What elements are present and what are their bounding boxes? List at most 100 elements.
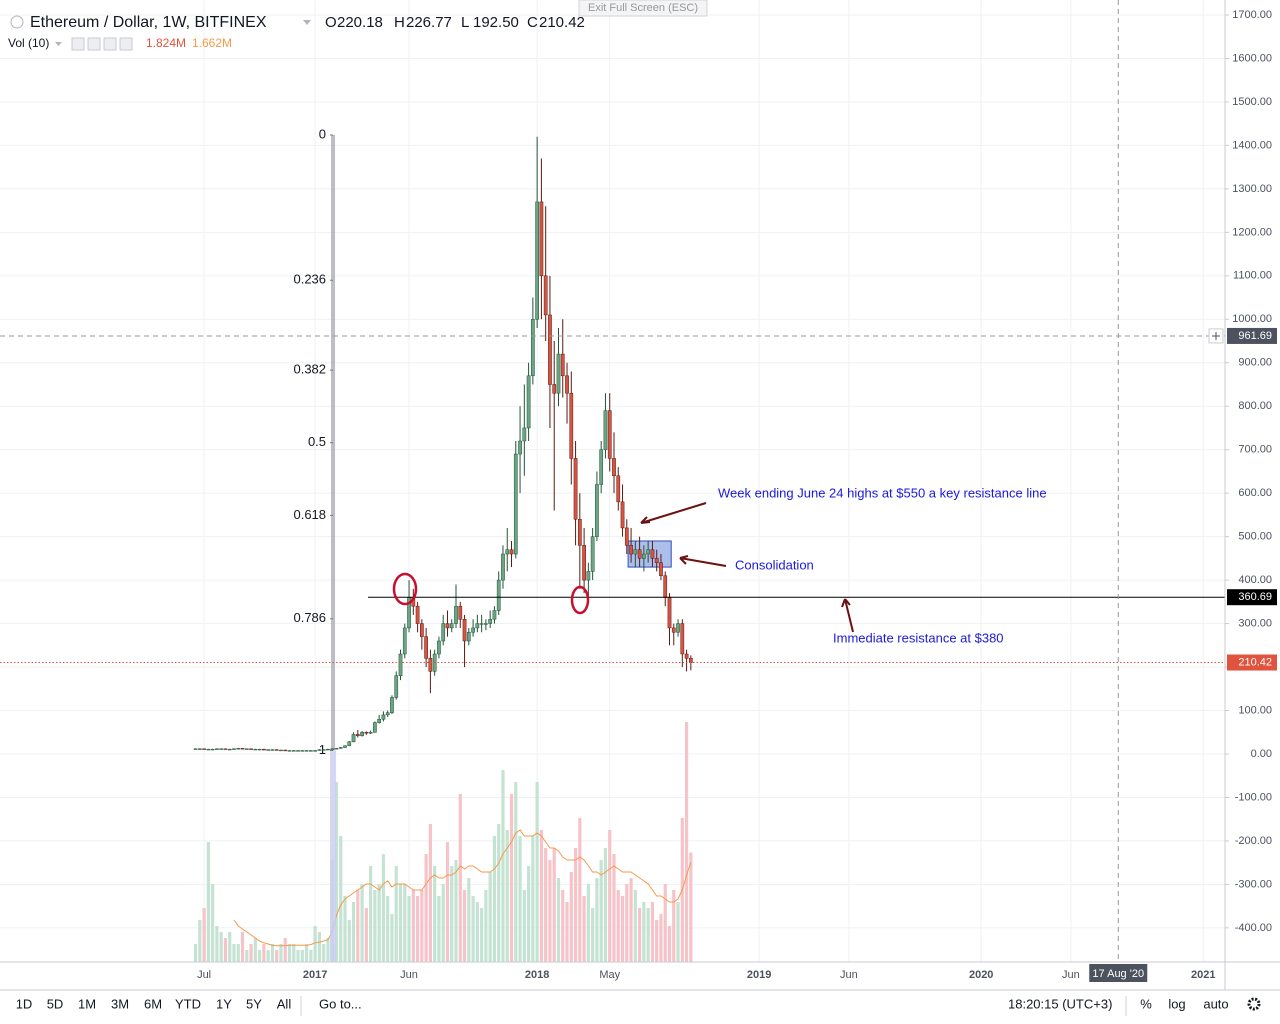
candle-body [577, 519, 582, 546]
volume-bar [616, 890, 620, 962]
crosshair-plus-icon [1212, 331, 1220, 340]
candle-body [398, 653, 403, 676]
candle-body [240, 748, 245, 750]
volume-bar [296, 950, 300, 962]
volume-bar [253, 938, 257, 962]
auto-button[interactable]: auto [1203, 996, 1228, 1011]
candle-body [466, 632, 471, 642]
volume-bar [582, 896, 586, 962]
range-button[interactable]: 1M [78, 996, 96, 1011]
y-tick-label: 1600.00 [1232, 52, 1272, 64]
volume-bar [262, 944, 266, 962]
remove-icon[interactable] [119, 37, 133, 51]
volume-bar [505, 830, 509, 962]
range-button[interactable]: 5Y [246, 996, 262, 1011]
volume-bar [211, 884, 215, 962]
volume-bar [642, 902, 646, 962]
goto-button[interactable]: Go to... [319, 996, 362, 1011]
settings-icon[interactable] [87, 37, 101, 51]
volume-bar [625, 884, 629, 962]
volume-bar [377, 884, 381, 962]
exit-fullscreen-label[interactable]: Exit Full Screen (ESC) [588, 2, 698, 14]
candle-body [360, 732, 364, 736]
eye-icon[interactable] [71, 37, 85, 51]
y-tick-label: 300.00 [1238, 617, 1272, 629]
volume-bar [364, 908, 368, 962]
settings-gear[interactable] [1247, 997, 1261, 1011]
volume-bar [317, 932, 321, 962]
volume-bar [240, 932, 245, 962]
candle-body [381, 714, 386, 720]
candle-body [573, 458, 578, 520]
volume-bar [292, 944, 296, 962]
volume-bar [633, 890, 637, 962]
volume-bar [599, 860, 603, 962]
range-button[interactable]: YTD [175, 996, 201, 1011]
range-button[interactable]: 1Y [216, 996, 232, 1011]
symbol-caret[interactable] [303, 20, 311, 25]
volume-bar [531, 836, 535, 962]
fib-highlight [330, 750, 337, 962]
candle-body [343, 745, 347, 748]
candle-body [420, 623, 424, 637]
price-label-box [1227, 654, 1277, 671]
percent-button[interactable]: % [1140, 996, 1152, 1011]
candle-body [676, 623, 680, 633]
volume-bar [535, 782, 539, 962]
candle-body [296, 750, 300, 752]
y-tick-label: 900.00 [1238, 357, 1272, 369]
volume-bar [655, 920, 659, 962]
candle-body [308, 750, 313, 752]
volume-bar [275, 950, 279, 962]
volume-bar [552, 848, 556, 962]
volume-bar [522, 890, 526, 962]
candle-body [616, 475, 621, 503]
volume-bar [193, 944, 198, 962]
volume-bar [646, 908, 650, 962]
volume-bar [433, 866, 437, 962]
candle-body [428, 658, 433, 672]
candle-body [582, 545, 586, 581]
range-button[interactable]: All [277, 996, 292, 1011]
y-tick-label: -400.00 [1235, 922, 1272, 934]
candle-body [223, 748, 228, 750]
annotation: Immediate resistance at $380 [833, 630, 1004, 645]
fib-level-label: 0.786 [293, 610, 326, 625]
ohlc-value: 192.50 [473, 14, 519, 31]
y-tick-label: 800.00 [1238, 400, 1272, 412]
range-button[interactable]: 1D [16, 996, 33, 1011]
volume-bar [650, 902, 655, 962]
exit-fullscreen-button[interactable] [578, 0, 708, 17]
price-label: 210.42 [1238, 656, 1272, 668]
candle-body [462, 618, 467, 642]
candle-body [612, 458, 616, 477]
candle-body [385, 712, 390, 716]
volume-bar [514, 782, 518, 962]
candle-body [458, 605, 463, 620]
candle-body [624, 527, 629, 546]
volume-caret[interactable] [55, 42, 62, 46]
y-tick-label: 100.00 [1238, 704, 1272, 716]
range-button[interactable]: 3M [111, 996, 129, 1011]
candle-body [287, 750, 292, 752]
candle-body [202, 748, 206, 750]
x-tick-label: Jul [197, 969, 211, 981]
volume-bar [266, 950, 270, 962]
volume-bar [356, 890, 360, 962]
candle-body [509, 549, 514, 555]
range-button[interactable]: 6M [144, 996, 162, 1011]
candle-body [689, 658, 693, 663]
volume-bar [548, 860, 552, 962]
range-button[interactable]: 5D [47, 996, 64, 1011]
symbol-title: Ethereum / Dollar, 1W, BITFINEX [30, 14, 267, 31]
log-button[interactable]: log [1168, 996, 1185, 1011]
candle-body [501, 553, 505, 581]
add-icon[interactable] [103, 37, 117, 51]
candle-body [377, 718, 382, 723]
volume-bar [454, 860, 458, 962]
volume-bar [578, 818, 582, 962]
y-tick-label: 1700.00 [1232, 9, 1272, 21]
candle-body [671, 627, 676, 633]
candle-body [394, 675, 399, 698]
